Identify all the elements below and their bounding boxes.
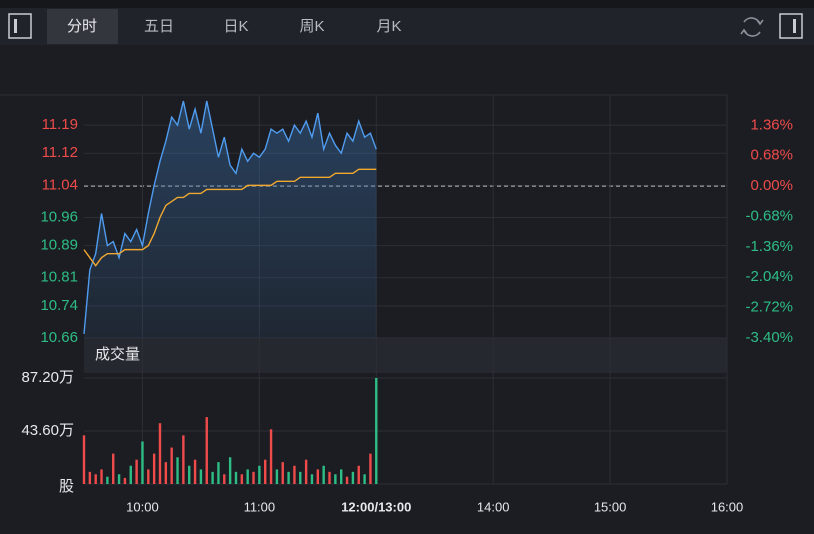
volume-bar: [129, 465, 132, 484]
average-line: [83, 168, 377, 267]
volume-bar: [193, 459, 197, 484]
y2-tick-label: 0.00%: [750, 177, 793, 194]
volume-bar: [123, 477, 127, 484]
volume-bar: [264, 459, 267, 484]
volume-bar: [106, 476, 109, 484]
y-tick-label: 11.12: [42, 144, 78, 161]
y-tick-label: 11.19: [42, 116, 78, 133]
volume-bar: [228, 457, 232, 484]
volume-bar: [357, 465, 360, 484]
volume-bar: [252, 471, 255, 484]
x-tick-label: 11:00: [244, 499, 276, 514]
x-tick-label: 15:00: [594, 499, 627, 514]
x-tick-label: 10:00: [126, 499, 159, 514]
y-tick-label: 10.81: [40, 269, 78, 286]
volume-bar: [141, 441, 144, 484]
volume-bar: [135, 459, 138, 484]
volume-bar: [164, 462, 168, 484]
volume-bar: [310, 474, 314, 484]
volume-bar: [112, 453, 115, 484]
volume-bar: [182, 435, 185, 484]
volume-bar: [304, 459, 308, 484]
volume-bar: [223, 474, 226, 484]
tab[interactable]: 月K: [376, 18, 401, 35]
volume-header: [84, 338, 727, 373]
plot: 成交量 11.19 11.12 11.04 10.96 10.89 10.81 10.74 10…: [0, 94, 793, 514]
volume-bar: [375, 378, 378, 484]
volume-bar: [211, 471, 214, 484]
x-tick-label: 12:00/13:00: [341, 499, 411, 514]
y2-tick-label: -2.04%: [745, 268, 793, 285]
volume-bar: [205, 417, 208, 484]
volume-bar: [234, 471, 238, 484]
top-strip: [0, 0, 814, 8]
volume-bar: [152, 453, 156, 484]
volume-bar: [316, 469, 320, 484]
volume-bar: [322, 465, 325, 484]
refresh-icon[interactable]: [740, 17, 764, 37]
tab[interactable]: 周K: [299, 18, 324, 35]
volume-tick-label: 43.60万: [21, 422, 74, 439]
volume-bar: [188, 465, 191, 484]
x-tick-label: 14:00: [477, 499, 510, 514]
fullscreen-icon-bar: [793, 19, 796, 33]
active-tab-bg: [47, 9, 118, 44]
volume-bar: [281, 462, 284, 484]
volume-bar: [369, 453, 372, 484]
y-tick-label: 10.66: [40, 329, 78, 346]
tab[interactable]: 五日: [144, 18, 174, 35]
volume-bar: [158, 423, 162, 484]
volume-bar: [117, 474, 121, 484]
volume-bar: [334, 474, 337, 484]
volume-bar: [100, 469, 103, 484]
volume-bar: [258, 465, 261, 484]
price-line: [83, 100, 377, 335]
x-tick-label: 16:00: [711, 499, 744, 514]
volume-bar: [199, 469, 203, 484]
volume-bar: [269, 429, 273, 484]
fullscreen-icon[interactable]: [779, 13, 803, 39]
volume-tick-label: 股: [59, 478, 74, 495]
y2-tick-label: -0.68%: [745, 207, 793, 224]
y-tick-label: 10.74: [40, 297, 78, 314]
volume-bar: [217, 462, 220, 484]
volume-bar: [94, 474, 97, 484]
tab[interactable]: 日K: [223, 18, 248, 35]
volume-bar: [170, 447, 173, 484]
price-area: [84, 101, 377, 338]
volume-bar: [240, 474, 244, 484]
volume-bar: [293, 465, 296, 484]
y2-tick-label: -2.72%: [745, 299, 793, 316]
y2-tick-label: -1.36%: [745, 238, 793, 255]
y-tick-label: 10.89: [40, 237, 78, 254]
volume-title: 成交量: [95, 345, 140, 363]
toolbar: [0, 8, 814, 45]
volume-tick-label: 87.20万: [21, 369, 74, 386]
volume-bar: [299, 471, 302, 484]
tab[interactable]: 分时: [67, 18, 97, 35]
y-tick-label: 10.96: [40, 208, 78, 225]
volume-bar: [147, 469, 150, 484]
volume-bar: [275, 469, 279, 484]
y2-tick-label: 0.68%: [750, 147, 793, 164]
volume-bar: [176, 457, 179, 484]
volume-bar: [82, 435, 86, 484]
volume-bar: [345, 476, 349, 484]
volume-bar: [328, 471, 331, 484]
volume-bar: [340, 469, 343, 484]
y-tick-label: 11.04: [42, 176, 78, 193]
sidebar-icon[interactable]: [8, 13, 32, 39]
volume-bar: [88, 471, 92, 484]
y2-tick-label: 1.36%: [750, 116, 793, 133]
y2-tick-label: -3.40%: [745, 329, 793, 346]
volume-bar: [246, 469, 249, 484]
volume-bar: [287, 471, 290, 484]
volume-bar: [363, 474, 366, 484]
sidebar-icon-bar: [14, 19, 17, 33]
volume-bar: [351, 471, 355, 484]
